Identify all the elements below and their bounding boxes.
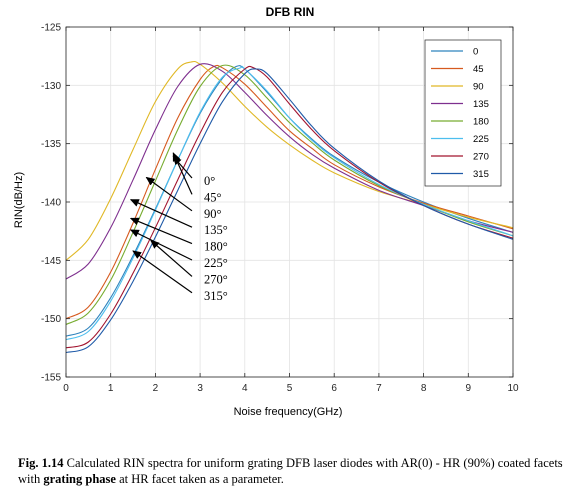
caption-label: Fig. 1.14 (18, 456, 64, 470)
x-tick-label: 2 (153, 383, 159, 394)
x-tick-label: 7 (376, 383, 382, 394)
caption-text-end: at HR facet taken as a parameter. (115, 472, 284, 486)
annotation-label: 135° (204, 223, 228, 237)
figure-caption: Fig. 1.14 Calculated RIN spectra for uni… (18, 455, 574, 487)
y-tick-label: -145 (41, 256, 61, 267)
annotation-label: 45° (204, 190, 222, 204)
caption-bold-term: grating phase (43, 472, 116, 486)
x-tick-label: 9 (466, 383, 472, 394)
legend-label-90: 90 (473, 82, 484, 93)
x-tick-label: 1 (108, 383, 114, 394)
rin-chart: DFB RIN 0° 45° 90° 135° 180° 225° 270° 315° 0 1 2… (13, 5, 519, 418)
series-line-45 (65, 64, 514, 320)
series-line-270 (65, 65, 514, 349)
caption-text-start: Calculated RIN spectra for uniform grati… (18, 456, 563, 486)
y-axis-label: RIN(dB/Hz) (13, 172, 25, 228)
annotation-label: 315° (204, 289, 228, 303)
annotation-arrow (129, 199, 193, 228)
series-line-135 (65, 63, 514, 280)
annotation-arrow (129, 217, 193, 245)
annotation-arrow (145, 176, 193, 212)
y-tick-label: -150 (41, 314, 61, 325)
annotation-label: 225° (204, 256, 228, 270)
x-tick-label: 0 (63, 383, 69, 394)
y-tick-label: -130 (41, 81, 61, 92)
legend-label-225: 225 (473, 134, 489, 145)
legend-box (424, 39, 502, 187)
annotation-arrow (150, 239, 193, 277)
annotation-label: 90° (204, 207, 222, 221)
legend-label-0: 0 (473, 47, 478, 58)
annotation-label: 180° (204, 240, 228, 254)
x-tick-label: 6 (331, 383, 337, 394)
x-tick-label: 3 (197, 383, 203, 394)
axis-ticks: 0 1 2 3 4 5 6 7 8 9 10-125-130-135-140-145-150-155 (41, 23, 519, 395)
x-tick-label: 10 (507, 383, 519, 394)
y-tick-label: -125 (41, 23, 61, 34)
annotation-label: 0° (204, 174, 215, 188)
annotation-layer: 0° 45° 90° 135° 180° 225° 270° 315° (129, 152, 228, 303)
annotation-arrow (132, 250, 193, 294)
y-tick-label: -135 (41, 139, 61, 150)
annotation-arrow (172, 152, 193, 195)
y-tick-label: -155 (41, 373, 61, 384)
chart-title: DFB RIN (266, 5, 315, 19)
series-line-180 (65, 64, 514, 325)
x-axis-label: Noise frequency(GHz) (234, 406, 343, 418)
series-layer (65, 60, 514, 354)
annotation-arrow (129, 229, 193, 261)
legend-label-135: 135 (473, 99, 489, 110)
series-line-315 (65, 68, 514, 354)
legend-label-315: 315 (473, 169, 489, 180)
series-line-90 (65, 60, 514, 261)
legend-label-45: 45 (473, 64, 484, 75)
series-line-225 (65, 65, 514, 341)
annotation-label: 270° (204, 272, 228, 286)
legend: 0 45 90 135 180 225 270 315 (424, 39, 502, 187)
x-tick-label: 5 (287, 383, 293, 394)
x-tick-label: 4 (242, 383, 248, 394)
legend-label-270: 270 (473, 152, 489, 163)
y-tick-label: -140 (41, 198, 61, 209)
x-tick-label: 8 (421, 383, 427, 394)
legend-label-180: 180 (473, 117, 489, 128)
